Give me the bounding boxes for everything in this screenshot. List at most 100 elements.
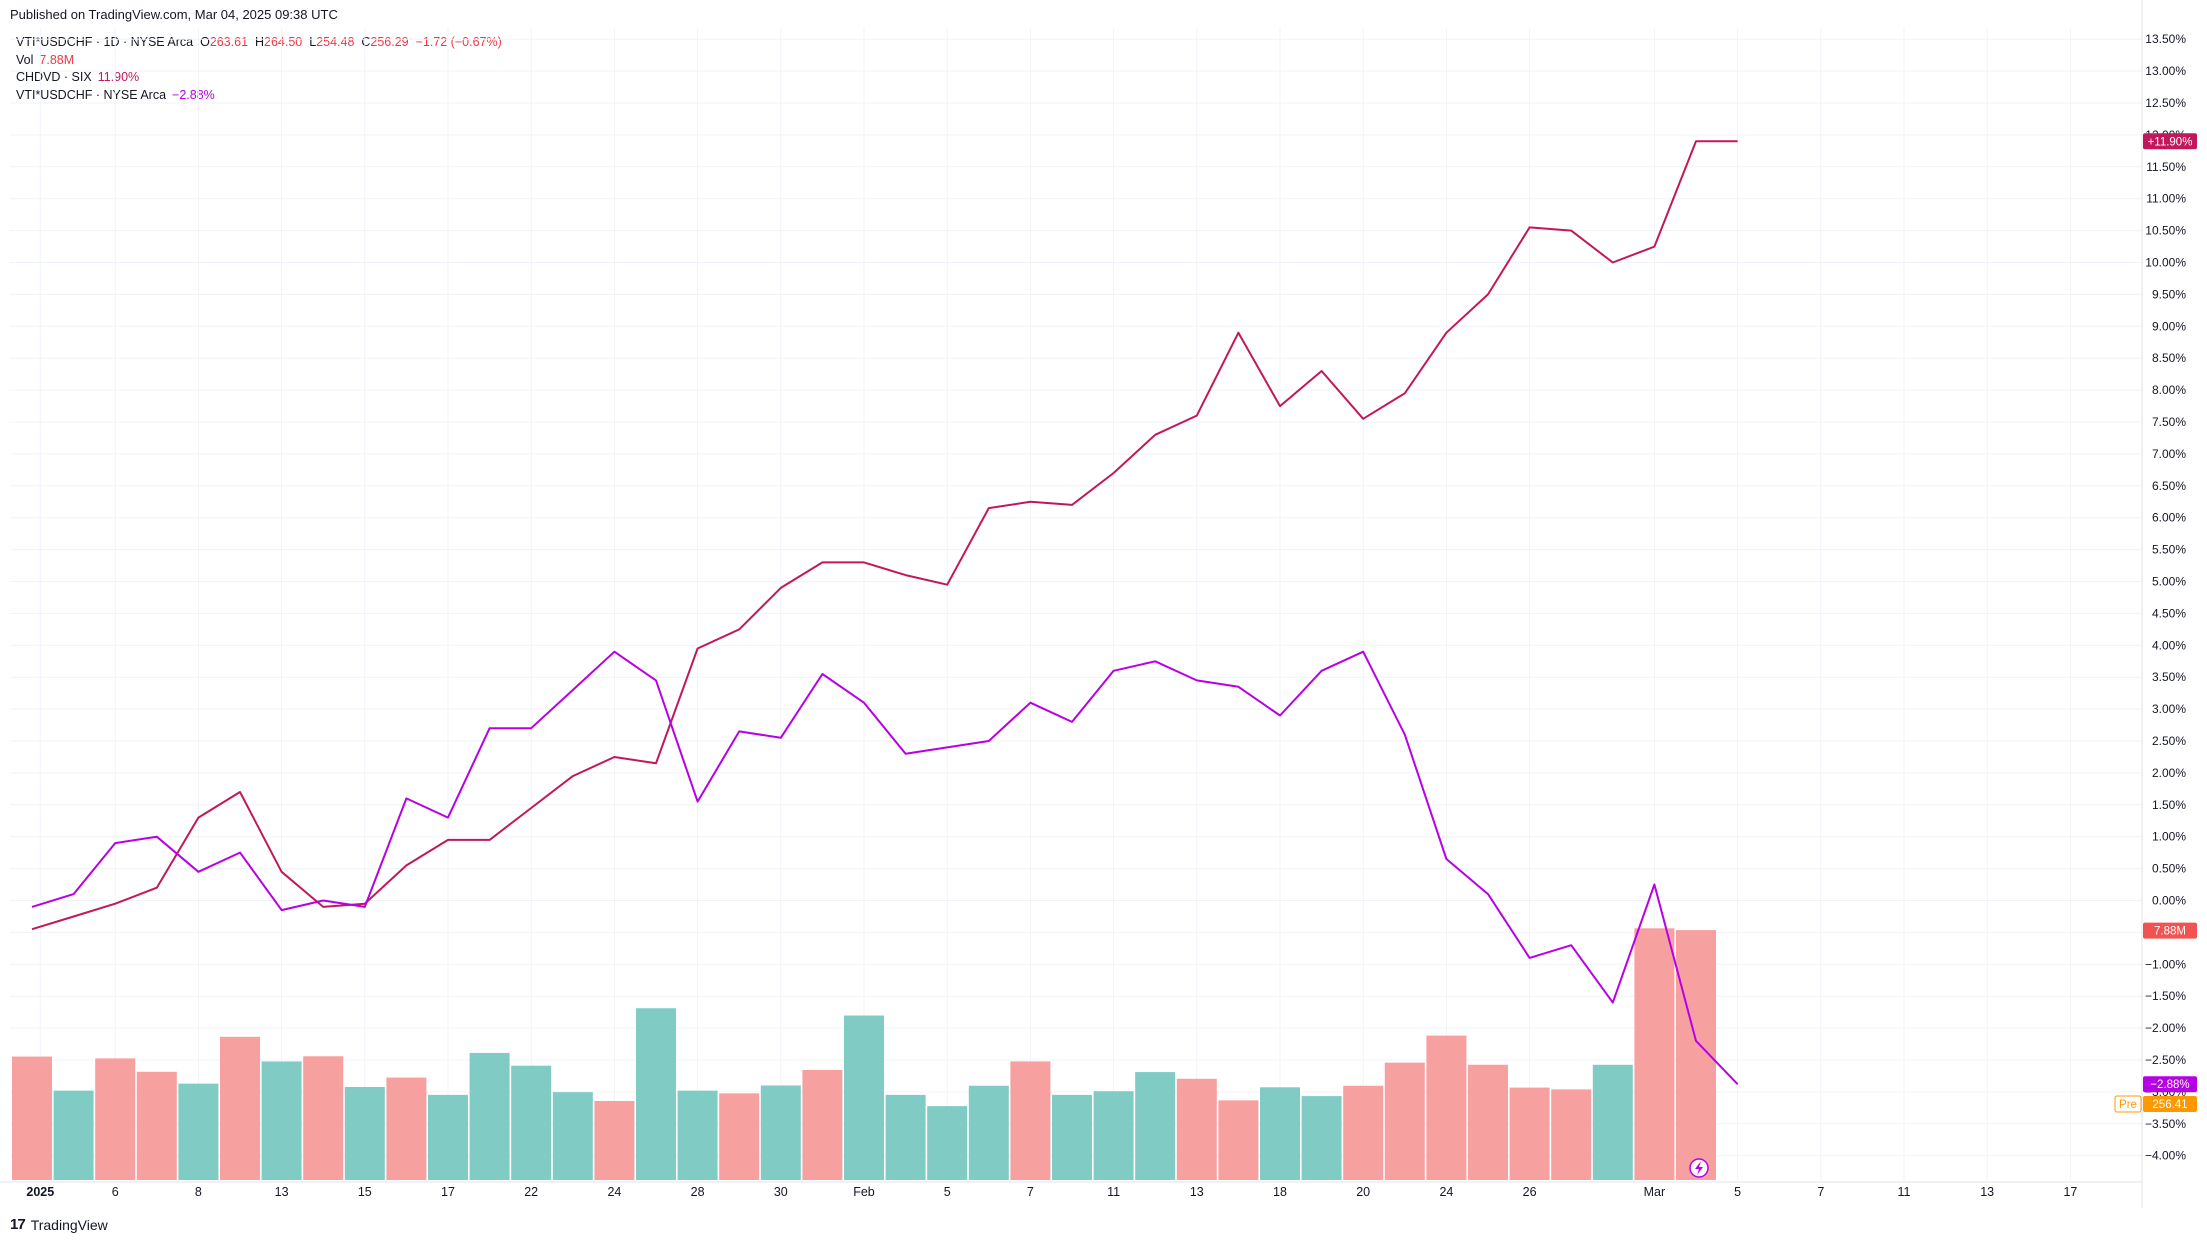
legend-compare-vti[interactable]: VTI*USDCHF · NYSE Arca −2.88% [16, 87, 502, 105]
volume-bar[interactable] [1135, 1072, 1176, 1180]
x-tick-label: 11 [1898, 1185, 1911, 1199]
legend-chdvd-label: CHDVD · SIX [16, 70, 92, 84]
volume-bar[interactable] [1343, 1085, 1384, 1180]
y-tick-label: 3.50% [2152, 670, 2186, 684]
y-tick-label: −3.50% [2145, 1117, 2186, 1131]
volume-bar[interactable] [1384, 1062, 1425, 1180]
volume-bar[interactable] [1010, 1061, 1051, 1180]
volume-bar[interactable] [303, 1056, 344, 1180]
x-tick-label: Feb [853, 1185, 875, 1199]
volume-bar[interactable] [968, 1085, 1009, 1180]
volume-last-badge: 7.88M [2154, 926, 2186, 938]
volume-bar[interactable] [552, 1092, 593, 1180]
legend-vti-value: −2.88% [172, 87, 215, 102]
volume-bar[interactable] [719, 1093, 760, 1180]
volume-bar[interactable] [1093, 1091, 1134, 1180]
volume-bar[interactable] [1052, 1094, 1092, 1180]
y-tick-label: 9.00% [2152, 319, 2186, 333]
x-tick-label: 13 [1980, 1185, 1994, 1199]
pre-price-badge-bg [2143, 1096, 2197, 1112]
volume-bar[interactable] [220, 1036, 260, 1180]
volume-bar[interactable] [1634, 928, 1675, 1180]
volume-bar[interactable] [677, 1090, 718, 1180]
y-tick-label: 0.00% [2152, 894, 2186, 908]
legend-main[interactable]: VTI*USDCHF · 1D · NYSE Arca O263.61 H264… [16, 34, 502, 52]
x-tick-label: 20 [1356, 1185, 1370, 1199]
x-tick-label: 6 [112, 1185, 119, 1199]
vti-line[interactable] [31, 650, 1739, 1085]
chdvd-line[interactable] [31, 140, 1738, 931]
y-tick-label: 6.50% [2152, 479, 2186, 493]
volume-bar[interactable] [1218, 1100, 1259, 1180]
legend-compare-chdvd[interactable]: CHDVD · SIX 11.90% [16, 69, 502, 87]
pre-price-badge: 256.41 [2152, 1099, 2187, 1111]
legend-volume[interactable]: Vol 7.88M [16, 52, 502, 70]
volume-bar[interactable] [1468, 1064, 1508, 1180]
y-tick-label: 6.00% [2152, 511, 2186, 525]
volume-bar[interactable] [1592, 1064, 1633, 1180]
y-tick-label: 2.50% [2152, 734, 2186, 748]
volume-bar[interactable] [1176, 1078, 1217, 1180]
volume-bar[interactable] [1509, 1087, 1550, 1180]
y-tick-label: 8.00% [2152, 383, 2186, 397]
legend: VTI*USDCHF · 1D · NYSE Arca O263.61 H264… [16, 34, 502, 104]
lightning-bolt-shape [1695, 1161, 1703, 1175]
x-tick-label: 24 [607, 1185, 621, 1199]
volume-bar[interactable] [594, 1100, 635, 1180]
volume-bar[interactable] [344, 1086, 385, 1180]
legend-open-value: 263.61 [209, 35, 249, 49]
volume-bar[interactable] [95, 1058, 136, 1180]
x-tick-label: 17 [2063, 1185, 2077, 1199]
volume-bar[interactable] [53, 1090, 94, 1180]
y-tick-label: 1.00% [2152, 830, 2186, 844]
y-tick-label: 1.50% [2152, 798, 2186, 812]
volume-bar[interactable] [1301, 1096, 1342, 1180]
vti-last-badge-bg [2143, 1076, 2197, 1093]
volume-bar[interactable] [261, 1061, 302, 1180]
vti-last-badge: −2.88% [2150, 1079, 2189, 1091]
tradingview-logo-icon: 17 [10, 1216, 26, 1233]
y-tick-label: 13.50% [2145, 32, 2186, 46]
legend-open-label: O [200, 35, 210, 49]
chdvd-last-badge-bg [2143, 133, 2197, 150]
volume-bar[interactable] [428, 1094, 468, 1180]
x-tick-label: 5 [1734, 1185, 1741, 1199]
volume-bar[interactable] [386, 1077, 427, 1180]
y-tick-label: 5.00% [2152, 575, 2186, 589]
tradingview-brand-text: TradingView [30, 1216, 108, 1233]
y-tick-label: −2.50% [2145, 1053, 2186, 1067]
y-tick-label: 7.50% [2152, 415, 2186, 429]
volume-bar[interactable] [802, 1069, 843, 1180]
y-tick-label: 0.50% [2152, 862, 2186, 876]
volume-bar[interactable] [760, 1085, 801, 1180]
volume-bar[interactable] [12, 1056, 52, 1180]
x-tick-label: 13 [1190, 1185, 1204, 1199]
volume-bar[interactable] [1551, 1089, 1592, 1180]
y-tick-label: 10.50% [2145, 224, 2186, 238]
volume-bar[interactable] [469, 1052, 510, 1180]
x-tick-label: 5 [944, 1185, 951, 1199]
volume-bar[interactable] [1260, 1087, 1300, 1180]
y-tick-label: 7.00% [2152, 447, 2186, 461]
legend-vti-label: VTI*USDCHF · NYSE Arca [16, 87, 167, 102]
y-tick-label: 11.00% [2146, 192, 2186, 206]
volume-bar[interactable] [844, 1015, 884, 1180]
volume-bar[interactable] [136, 1071, 177, 1180]
footer-brand[interactable]: 17 TradingView [10, 1216, 108, 1233]
volume-bar[interactable] [636, 1008, 676, 1180]
volume-bar[interactable] [511, 1065, 552, 1180]
volume-bar[interactable] [1426, 1035, 1467, 1180]
chdvd-last-badge: +11.90% [2148, 136, 2193, 148]
volume-bar[interactable] [885, 1094, 926, 1180]
x-tick-label: 17 [441, 1185, 455, 1199]
x-tick-label: 28 [691, 1185, 705, 1199]
y-tick-label: 13.00% [2145, 64, 2186, 78]
y-tick-label: 3.00% [2152, 702, 2186, 716]
legend-change-value: −1.72 (−0.67%) [415, 35, 502, 49]
volume-bar[interactable] [927, 1106, 968, 1180]
x-tick-label: 8 [195, 1185, 202, 1199]
y-tick-label: 9.50% [2152, 287, 2186, 301]
volume-bar[interactable] [178, 1083, 219, 1180]
x-tick-label: 7 [1027, 1185, 1034, 1199]
